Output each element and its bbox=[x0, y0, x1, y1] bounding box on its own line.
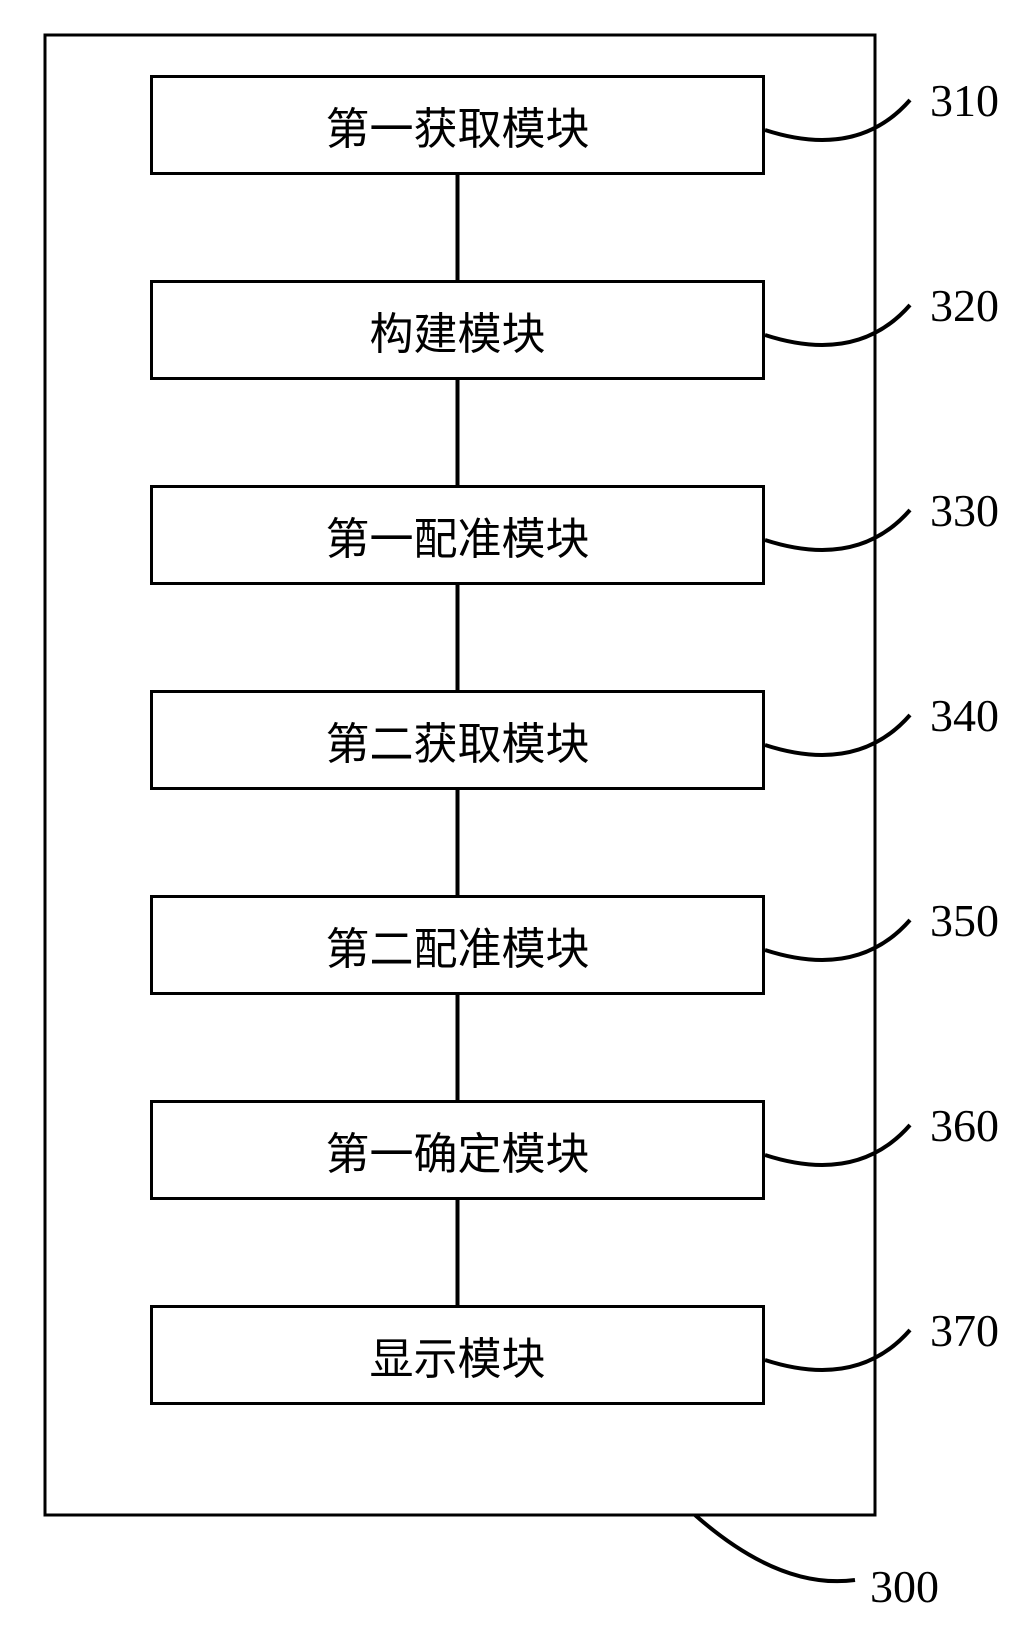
module-label: 第一配准模块 bbox=[326, 503, 590, 567]
reference-number: 350 bbox=[930, 894, 999, 947]
container-reference-number: 300 bbox=[870, 1560, 939, 1613]
module-label: 显示模块 bbox=[370, 1323, 546, 1387]
module-box: 第一获取模块 bbox=[150, 75, 765, 175]
module-box: 第二获取模块 bbox=[150, 690, 765, 790]
module-box: 构建模块 bbox=[150, 280, 765, 380]
reference-number: 330 bbox=[930, 484, 999, 537]
reference-number: 310 bbox=[930, 74, 999, 127]
reference-number: 340 bbox=[930, 689, 999, 742]
module-box: 显示模块 bbox=[150, 1305, 765, 1405]
module-box: 第一配准模块 bbox=[150, 485, 765, 585]
module-label: 构建模块 bbox=[370, 298, 546, 362]
diagram-canvas: 第一获取模块 310 构建模块 320 第一配准模块 330 第二获取模块 340 第二配准模块… bbox=[0, 0, 1031, 1631]
reference-number: 360 bbox=[930, 1099, 999, 1152]
module-label: 第二获取模块 bbox=[326, 708, 590, 772]
module-box: 第二配准模块 bbox=[150, 895, 765, 995]
module-label: 第一获取模块 bbox=[326, 93, 590, 157]
module-label: 第一确定模块 bbox=[326, 1118, 590, 1182]
reference-number: 370 bbox=[930, 1304, 999, 1357]
module-label: 第二配准模块 bbox=[326, 913, 590, 977]
reference-number: 320 bbox=[930, 279, 999, 332]
module-box: 第一确定模块 bbox=[150, 1100, 765, 1200]
